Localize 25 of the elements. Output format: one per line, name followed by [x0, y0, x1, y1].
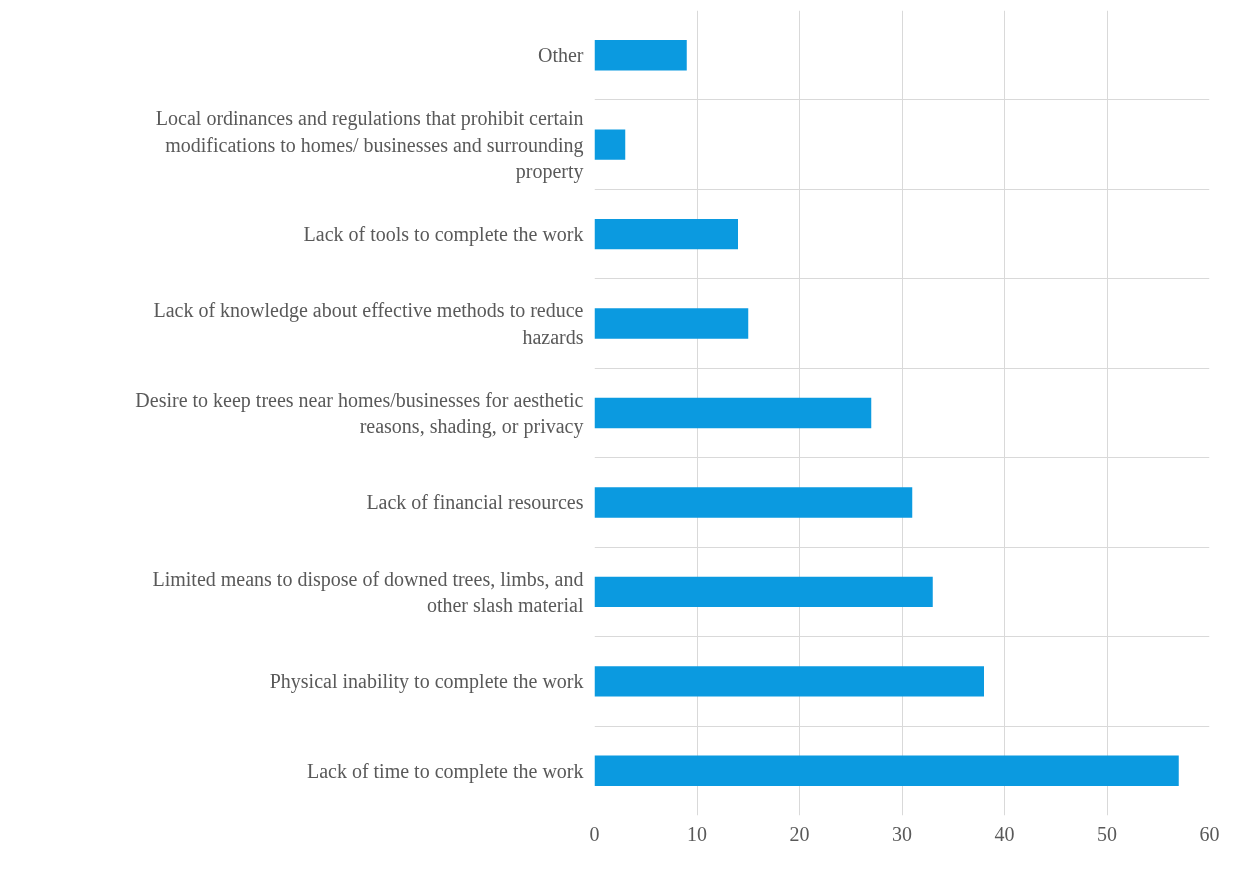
- y-tick-label: Lack of knowledge about effective methods to reduce hazards: [153, 299, 584, 348]
- bar: [594, 308, 749, 339]
- bar: [594, 40, 687, 71]
- bar: [594, 755, 1179, 786]
- bar: [594, 129, 626, 160]
- y-tick-label: Lack of time to complete the work: [306, 759, 584, 783]
- bar: [594, 487, 913, 518]
- x-tick-label: 50: [1097, 822, 1117, 845]
- x-tick-label: 40: [994, 822, 1015, 845]
- y-tick-label: Lack of financial resources: [366, 491, 584, 514]
- x-tick-label: 20: [789, 822, 810, 845]
- x-tick-label: 0: [589, 822, 600, 845]
- y-tick-label: Physical inability to complete the work: [269, 670, 584, 694]
- y-tick-label: Local ordinances and regulations that prohibit certain modifications to homes/ businesses and surrounding property: [155, 107, 584, 184]
- y-tick-label: Limited means to dispose of downed trees, limbs, and other slash material: [152, 567, 584, 617]
- x-tick-label: 60: [1199, 822, 1220, 845]
- bar: [594, 666, 984, 697]
- y-tick-label: Other: [537, 44, 584, 67]
- y-tick-label: Lack of tools to complete the work: [303, 223, 584, 247]
- bar: [594, 397, 872, 429]
- y-tick-label: Desire to keep trees near homes/businesses for aesthetic reasons, shading, or privacy: [135, 388, 584, 439]
- bar: [594, 576, 933, 608]
- bar: [594, 218, 738, 250]
- x-tick-label: 30: [892, 822, 912, 845]
- x-tick-label: 10: [687, 822, 707, 845]
